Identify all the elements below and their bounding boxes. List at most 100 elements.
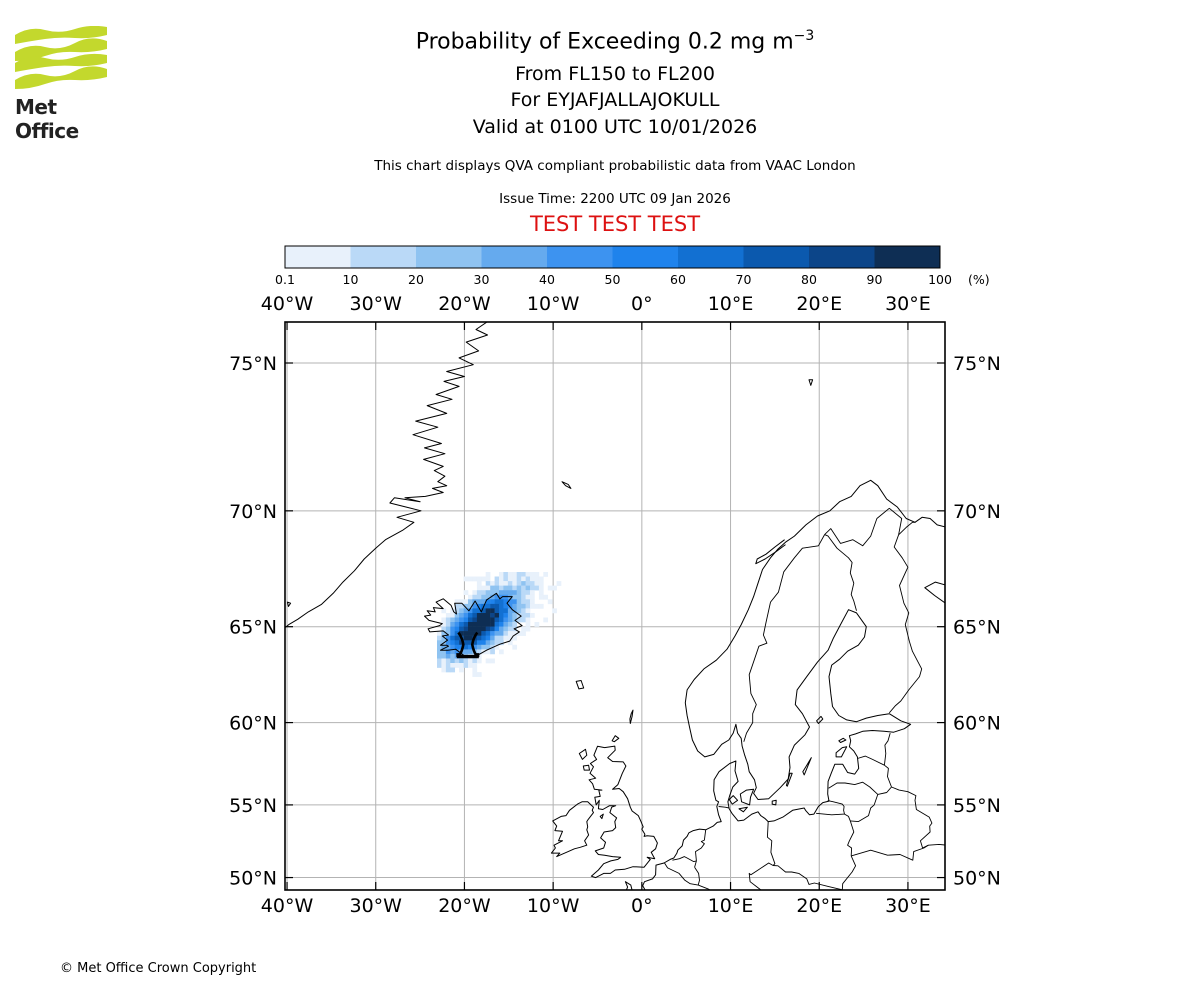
lat-label-left: 75°N: [229, 353, 277, 375]
border-pl_lt: [844, 813, 851, 822]
ash-cell: [490, 581, 495, 586]
ash-cell: [516, 599, 522, 605]
ash-cell: [476, 613, 482, 618]
ash-cell: [468, 603, 473, 609]
ash-cell: [445, 631, 451, 636]
ash-cell: [521, 590, 526, 596]
ash-cell: [485, 590, 491, 596]
ash-cell: [490, 640, 495, 646]
ash-cell: [512, 585, 518, 591]
ash-cell: [485, 572, 491, 577]
border-de_nl: [694, 829, 707, 868]
border-be_fr: [664, 862, 699, 886]
ash-cell: [521, 594, 526, 600]
axis-labels: 40°W 40°W 30°W 30°W 20°W 20°W 10°W 10°W 0° 0° 10°E…: [229, 293, 1001, 917]
lat-label-left: 50°N: [229, 868, 277, 890]
island-greenland_islet: [287, 601, 292, 607]
test-banner: TEST TEST TEST: [529, 212, 701, 236]
ash-cell: [445, 626, 451, 632]
ash-cell: [468, 663, 473, 668]
ash-cell: [490, 608, 495, 614]
colorbar-tick-label: 20: [408, 272, 424, 287]
ash-cell: [516, 608, 522, 614]
ash-cell: [507, 594, 513, 600]
ash-cell: [476, 672, 482, 677]
ash-cell: [490, 617, 495, 623]
ash-cell: [454, 608, 460, 614]
ash-cell: [459, 608, 464, 614]
ash-cell: [512, 635, 518, 641]
ash-cell: [494, 585, 500, 591]
ash-cell: [468, 599, 473, 605]
ash-cell: [512, 613, 518, 618]
ash-cell: [538, 590, 544, 596]
ash-cell: [516, 590, 522, 596]
coastline-lofoten: [755, 539, 786, 565]
ash-cell: [485, 581, 491, 586]
coastline-greenland: [285, 322, 488, 629]
lon-label-bottom: 0°: [631, 895, 653, 917]
lat-label-right: 75°N: [953, 353, 1001, 375]
ash-cell: [481, 644, 487, 650]
ash-cell: [547, 585, 553, 591]
ash-cell: [543, 594, 549, 600]
ash-cell: [476, 644, 482, 650]
ash-cell: [468, 613, 473, 618]
ash-cell: [494, 599, 500, 605]
ash-cell: [468, 617, 473, 623]
ash-cell: [494, 576, 500, 582]
lon-label-top: 10°E: [708, 293, 754, 315]
ash-cell: [454, 644, 460, 650]
ash-cell: [463, 658, 469, 664]
ash-cell: [454, 622, 460, 627]
ash-cell: [459, 667, 464, 673]
ash-cell: [547, 599, 553, 605]
coastline-iceland: [424, 592, 523, 658]
ash-cell: [472, 667, 478, 673]
ash-cell: [485, 635, 491, 641]
lon-label-bottom: 30°E: [885, 895, 931, 917]
ash-cell: [454, 631, 460, 636]
border-pl_ua: [841, 855, 857, 890]
ash-cell: [454, 635, 460, 641]
ash-cell: [472, 613, 478, 618]
ash-cell: [454, 649, 460, 655]
ash-cell: [485, 640, 491, 646]
border-lt_by: [850, 794, 879, 823]
volcano-name-line: For EYJAFJALLAJOKULL: [510, 89, 720, 111]
ash-cell: [534, 603, 540, 609]
ash-cell: [468, 608, 473, 614]
ash-cell: [450, 658, 456, 664]
ash-cell: [485, 631, 491, 636]
lon-label-top: 20°W: [438, 293, 491, 315]
colorbar-tick-label: 30: [474, 272, 490, 287]
valid-time-line: Valid at 0100 UTC 10/01/2026: [472, 116, 758, 138]
ash-cell: [512, 631, 518, 636]
ash-cell: [499, 640, 504, 646]
ash-cell: [476, 585, 482, 591]
ash-cell: [485, 644, 491, 650]
ash-cell: [521, 603, 526, 609]
ash-cell: [490, 594, 495, 600]
ash-cell: [525, 585, 531, 591]
border-by_ru: [891, 786, 945, 849]
island-bornholm: [771, 799, 777, 806]
ash-cell: [538, 581, 544, 586]
ash-cell: [499, 608, 504, 614]
ash-cell: [481, 590, 487, 596]
ash-cell: [485, 649, 491, 655]
ash-cell: [450, 649, 456, 655]
crown-copyright: © Met Office Crown Copyright: [60, 961, 257, 976]
ash-cell: [468, 594, 473, 600]
flight-level-range: From FL150 to FL200: [515, 63, 715, 85]
ash-cell: [485, 585, 491, 591]
ash-cell: [476, 599, 482, 605]
ash-cell: [485, 622, 491, 627]
ash-cell: [490, 603, 495, 609]
ash-cell: [499, 576, 504, 582]
coastline-ireland: [550, 801, 594, 858]
ash-cell: [463, 617, 469, 623]
ash-cell: [454, 599, 460, 605]
lat-label-left: 60°N: [229, 713, 277, 735]
ash-cell: [530, 599, 535, 605]
